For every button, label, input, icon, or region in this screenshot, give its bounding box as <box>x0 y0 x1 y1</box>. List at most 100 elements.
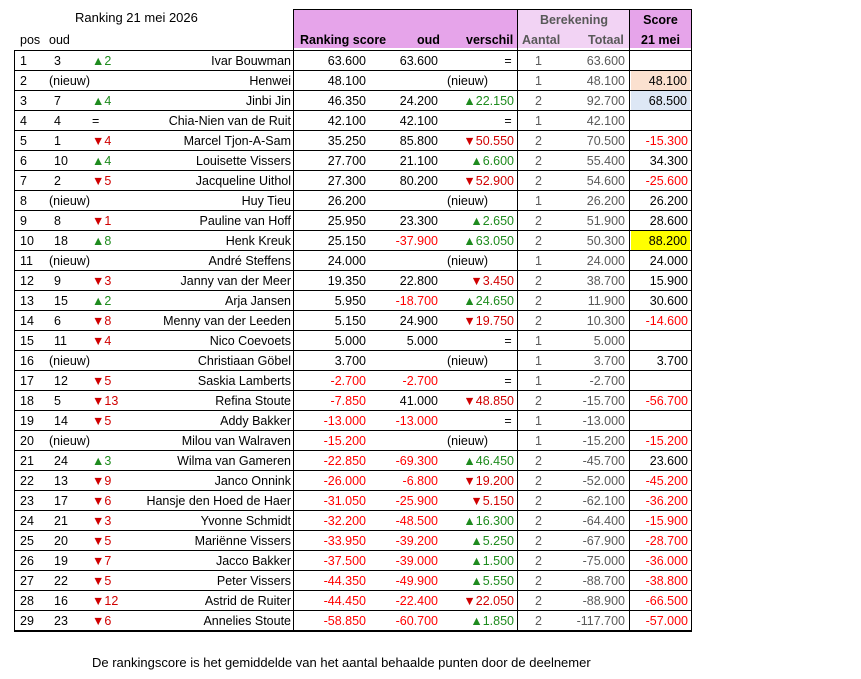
movement-cell: ▼3 <box>92 274 112 288</box>
ranking-score-cell: -22.850 <box>323 454 366 468</box>
ranking-score-cell: -32.200 <box>323 514 366 528</box>
count-cell: 2 <box>535 574 542 588</box>
old-pos-cell: 4 <box>54 114 61 128</box>
row-divider <box>14 110 691 111</box>
ranking-score-cell: -15.200 <box>323 434 366 448</box>
today-score-cell: 48.100 <box>631 71 690 91</box>
pos-cell: 8 <box>20 194 27 208</box>
name-cell: Menny van der Leeden <box>163 314 291 328</box>
today-score-cell <box>630 371 688 391</box>
old-pos-cell: 21 <box>54 514 68 528</box>
total-cell: 63.600 <box>586 54 625 68</box>
old-score-cell: 23.300 <box>399 214 438 228</box>
pos-cell: 21 <box>20 454 34 468</box>
bottom-border <box>14 631 692 632</box>
difference-cell: ▲16.300 <box>463 514 514 528</box>
name-cell: Henwei <box>249 74 291 88</box>
pos-cell: 5 <box>20 134 27 148</box>
total-cell: -117.700 <box>576 614 625 628</box>
count-cell: 1 <box>535 374 542 388</box>
pos-cell: 15 <box>20 334 34 348</box>
row-divider <box>14 90 691 91</box>
row-divider <box>14 190 691 191</box>
name-cell: Christiaan Göbel <box>197 354 291 368</box>
difference-cell: ▲46.450 <box>463 454 514 468</box>
old-pos-cell: (nieuw) <box>49 74 90 88</box>
row-divider <box>14 510 691 511</box>
total-cell: -75.000 <box>582 554 625 568</box>
header-oud-score: oud <box>417 33 440 47</box>
name-cell: Janco Onnink <box>214 474 291 488</box>
name-cell: Arja Jansen <box>224 294 291 308</box>
old-pos-cell: (nieuw) <box>49 434 90 448</box>
movement-cell: ▲2 <box>92 294 112 308</box>
old-score-cell: -39.200 <box>395 534 438 548</box>
name-cell: Mariënne Vissers <box>194 534 291 548</box>
pos-cell: 6 <box>20 154 27 168</box>
old-score-cell: -6.800 <box>402 474 438 488</box>
row-divider <box>14 490 691 491</box>
name-cell: Marcel Tjon-A-Sam <box>183 134 291 148</box>
today-score-cell: 23.600 <box>649 454 688 468</box>
total-cell: 54.600 <box>586 174 625 188</box>
pos-cell: 3 <box>20 94 27 108</box>
left-border <box>14 50 15 631</box>
total-cell: -52.000 <box>582 474 625 488</box>
total-cell: -64.400 <box>582 514 625 528</box>
ranking-score-cell: 63.600 <box>327 54 366 68</box>
difference-cell: ▲1.500 <box>470 554 514 568</box>
old-pos-cell: 20 <box>54 534 68 548</box>
movement-cell: ▼6 <box>92 614 112 628</box>
count-cell: 2 <box>535 274 542 288</box>
ranking-score-cell: 25.150 <box>327 234 366 248</box>
difference-cell: ▲63.050 <box>463 234 514 248</box>
today-score-cell: 15.900 <box>649 274 688 288</box>
difference-cell: ▼19.200 <box>463 474 514 488</box>
movement-cell: ▼5 <box>92 374 112 388</box>
name-cell: Annelies Stoute <box>203 614 291 628</box>
today-score-cell: 30.600 <box>649 294 688 308</box>
old-pos-cell: (nieuw) <box>49 194 90 208</box>
ranking-score-cell: 19.350 <box>327 274 366 288</box>
row-divider <box>14 350 691 351</box>
count-cell: 2 <box>535 454 542 468</box>
ranking-score-cell: -31.050 <box>323 494 366 508</box>
count-cell: 2 <box>535 134 542 148</box>
row-divider <box>14 450 691 451</box>
old-pos-cell: 16 <box>54 594 68 608</box>
old-pos-cell: 2 <box>54 174 61 188</box>
movement-cell: ▼4 <box>92 334 112 348</box>
old-score-cell: -2.700 <box>402 374 438 388</box>
header-aantal: Aantal <box>522 33 561 47</box>
count-cell: 2 <box>535 494 542 508</box>
row-divider <box>14 430 691 431</box>
totaal-border <box>629 9 630 631</box>
name-cell: Nico Coevoets <box>209 334 291 348</box>
old-pos-cell: 15 <box>54 294 68 308</box>
today-score-cell: -36.200 <box>645 494 688 508</box>
difference-cell: = <box>504 414 512 428</box>
old-score-cell: 24.200 <box>399 94 438 108</box>
today-score-cell: 26.200 <box>649 194 688 208</box>
old-pos-cell: 17 <box>54 494 68 508</box>
total-cell: 48.100 <box>586 74 625 88</box>
difference-cell: ▲1.850 <box>470 614 514 628</box>
pos-cell: 25 <box>20 534 34 548</box>
pos-cell: 10 <box>20 234 34 248</box>
pos-cell: 20 <box>20 434 34 448</box>
row-divider <box>14 210 691 211</box>
old-score-cell: -60.700 <box>395 614 438 628</box>
count-cell: 2 <box>535 554 542 568</box>
old-pos-cell: 7 <box>54 94 61 108</box>
pos-cell: 13 <box>20 294 34 308</box>
total-cell: 70.500 <box>586 134 625 148</box>
row-divider <box>14 390 691 391</box>
count-cell: 1 <box>535 414 542 428</box>
row-divider <box>14 70 691 71</box>
movement-cell: ▼4 <box>92 134 112 148</box>
header-ranking-score: Ranking score <box>300 33 387 47</box>
ranking-score-cell: 27.700 <box>327 154 366 168</box>
difference-cell: ▼3.450 <box>470 274 514 288</box>
old-score-cell: -13.000 <box>395 414 438 428</box>
